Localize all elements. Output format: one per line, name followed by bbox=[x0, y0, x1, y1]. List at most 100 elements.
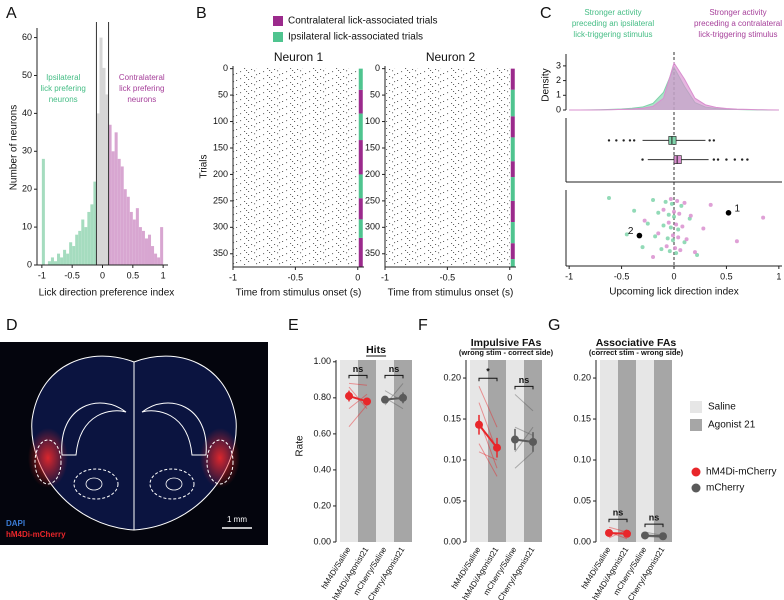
bar bbox=[53, 261, 58, 265]
point bbox=[668, 196, 673, 201]
bar bbox=[138, 227, 142, 265]
point bbox=[688, 213, 693, 218]
x-tick-label: -0.5 bbox=[288, 272, 304, 282]
x-tick-label: 0.5 bbox=[127, 270, 140, 280]
trial-block bbox=[510, 177, 515, 201]
y-tick-label: 50 bbox=[218, 89, 228, 99]
mean-marker bbox=[363, 397, 371, 406]
point bbox=[684, 237, 689, 242]
significance-bracket bbox=[384, 374, 404, 379]
y-tick-label: 1 bbox=[556, 90, 561, 100]
mean-marker bbox=[641, 531, 649, 540]
point bbox=[670, 233, 675, 238]
y-tick-label: 0.00 bbox=[443, 536, 461, 546]
point bbox=[761, 215, 766, 220]
annotation: preceding a contralateral bbox=[694, 19, 782, 28]
density-curve bbox=[569, 61, 779, 111]
point bbox=[676, 235, 681, 240]
point bbox=[676, 227, 681, 232]
y-tick-label: 3 bbox=[556, 60, 561, 70]
y-tick-label: 30 bbox=[22, 146, 32, 156]
y-tick-label: 2 bbox=[556, 75, 561, 85]
outlier bbox=[615, 139, 618, 142]
y-tick-label: 200 bbox=[213, 169, 228, 179]
trial-block bbox=[358, 198, 363, 220]
individual-line bbox=[478, 386, 498, 428]
y-tick-label: 150 bbox=[213, 142, 228, 152]
panel-title: Hits bbox=[366, 344, 386, 356]
outlier bbox=[632, 139, 636, 142]
point bbox=[701, 226, 706, 231]
point bbox=[663, 199, 668, 204]
y-tick-label: 150 bbox=[365, 142, 380, 152]
panel-title: Impulsive FAs bbox=[471, 337, 542, 349]
condition-band bbox=[636, 360, 654, 542]
bar bbox=[111, 151, 115, 265]
annotation: lick prefering bbox=[41, 84, 86, 93]
point bbox=[664, 244, 669, 249]
raster bbox=[233, 68, 358, 265]
point bbox=[672, 209, 676, 214]
hippocampus-right bbox=[141, 402, 207, 456]
significance-label: ns bbox=[353, 364, 364, 374]
mean-marker bbox=[381, 395, 389, 404]
mean-marker bbox=[475, 420, 483, 429]
panel-label: G bbox=[548, 317, 560, 334]
bar bbox=[90, 204, 94, 265]
point bbox=[734, 239, 739, 244]
y-tick-label: 0.20 bbox=[443, 372, 461, 382]
y-tick-label: 0 bbox=[556, 104, 561, 114]
x-axis-label: Upcoming lick direction index bbox=[609, 287, 739, 298]
bar bbox=[151, 246, 155, 265]
point bbox=[656, 210, 661, 215]
y-tick-label: 0.15 bbox=[573, 413, 591, 423]
trial-block bbox=[358, 68, 363, 90]
individual-line bbox=[514, 426, 534, 453]
legend-label: Agonist 21 bbox=[708, 420, 756, 431]
point bbox=[708, 202, 713, 207]
bar bbox=[63, 249, 67, 265]
y-tick-label: 0.00 bbox=[313, 536, 331, 546]
significance-label: ns bbox=[389, 364, 400, 374]
point bbox=[670, 238, 675, 243]
legend-label: Ipsilateral lick-associated trials bbox=[288, 32, 423, 43]
x-tick-label: -0.5 bbox=[614, 271, 630, 281]
scale-bar-label: 1 mm bbox=[227, 515, 247, 524]
individual-line bbox=[514, 426, 534, 436]
y-axis-label: Number of neurons bbox=[9, 105, 20, 191]
point bbox=[668, 225, 673, 230]
significance-bracket bbox=[514, 385, 534, 390]
point-label: 1 bbox=[735, 203, 741, 214]
y-tick-label: 350 bbox=[213, 248, 228, 258]
point-label: 2 bbox=[628, 226, 634, 237]
y-tick-label: 0.05 bbox=[573, 495, 591, 505]
point bbox=[674, 222, 679, 227]
y-tick-label: 0.05 bbox=[443, 495, 461, 505]
trial-block bbox=[510, 259, 515, 267]
bar bbox=[132, 219, 136, 265]
annotation: neurons bbox=[49, 95, 78, 104]
significance-label: ns bbox=[519, 375, 530, 385]
bar bbox=[87, 211, 91, 265]
x-tick-label: 0 bbox=[507, 272, 512, 282]
point bbox=[656, 231, 661, 236]
bar bbox=[47, 261, 51, 265]
outlier bbox=[733, 158, 737, 161]
individual-line bbox=[348, 382, 368, 386]
subplot-title: Neuron 2 bbox=[426, 50, 476, 64]
panel-title: Associative FAs bbox=[596, 337, 677, 349]
trial-block bbox=[358, 174, 363, 199]
outlier bbox=[725, 158, 728, 161]
outlier bbox=[628, 139, 632, 142]
individual-line bbox=[348, 404, 368, 427]
individual-line bbox=[478, 451, 498, 461]
region-inner-right bbox=[165, 477, 183, 491]
y-tick-label: 20 bbox=[22, 184, 32, 194]
point bbox=[672, 214, 676, 219]
individual-line bbox=[514, 451, 534, 469]
point bbox=[679, 203, 684, 208]
annotation: Stronger activity bbox=[709, 8, 766, 17]
bar bbox=[41, 158, 45, 265]
point bbox=[695, 253, 700, 258]
legend-label: hM4Di-mCherry bbox=[706, 467, 777, 478]
